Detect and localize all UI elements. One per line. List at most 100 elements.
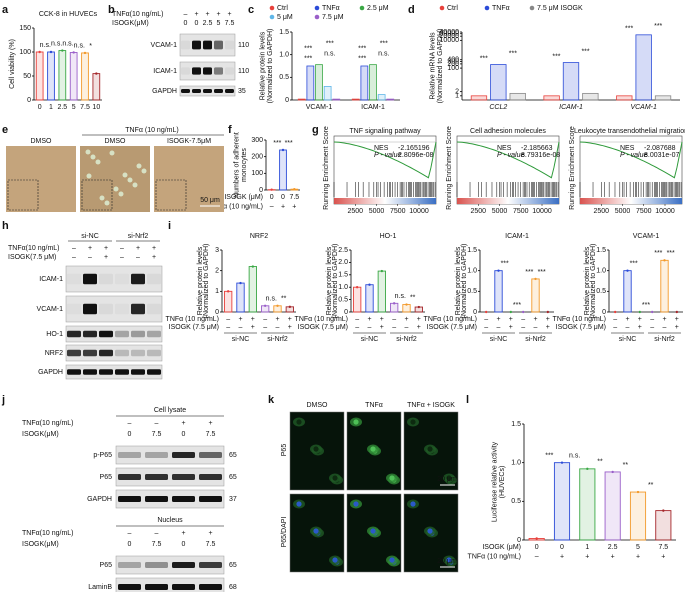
bar	[47, 51, 55, 101]
blot-band	[115, 369, 129, 375]
row-label: ISOGK(μM)	[22, 431, 59, 438]
row-cell: –	[613, 324, 617, 331]
bar-color	[293, 187, 296, 191]
size-label: 65	[229, 474, 237, 481]
legend-label: 5 μM	[277, 14, 293, 21]
row-cell: 0	[270, 194, 274, 201]
bar-color	[288, 305, 292, 309]
bar	[616, 95, 633, 101]
row-label: TNFα (10 ng/mL)	[166, 316, 219, 323]
blot-band	[67, 330, 81, 338]
y-tick-label: 1.0	[596, 268, 606, 275]
blot-band	[199, 452, 222, 458]
blot-band	[118, 452, 141, 458]
p-value: 8.0031e-07	[644, 152, 680, 159]
x-tick-label: 10	[92, 104, 100, 111]
bar-color	[535, 537, 538, 540]
blot-band	[225, 40, 234, 50]
blot-band	[214, 89, 223, 93]
annotation: ***	[501, 261, 509, 268]
row-cell: –	[663, 324, 667, 331]
section-title: Cell lysate	[154, 407, 186, 414]
row-cell: –	[226, 324, 230, 331]
bar-color	[38, 50, 41, 54]
x-tick-label: 7500	[636, 208, 652, 215]
panel-letter: g	[312, 124, 319, 136]
blot-band	[203, 89, 212, 93]
row-cell: –	[72, 254, 76, 261]
nes-value: -2.165196	[398, 145, 430, 152]
scale-label: 20 μm	[437, 476, 457, 483]
y-tick-label: 150	[19, 25, 31, 32]
band-label: P65	[100, 562, 113, 569]
bar-color	[560, 461, 564, 464]
blot-band	[172, 452, 195, 458]
cell	[95, 159, 101, 165]
x-tick-label: 5000	[615, 208, 631, 215]
row-cell: –	[534, 324, 538, 331]
blot-band	[67, 274, 81, 284]
blot	[65, 344, 163, 362]
y-axis-label: monocytes	[241, 148, 248, 182]
panel-letter: a	[2, 4, 9, 16]
blot	[115, 555, 225, 575]
y-tick-label: 2.0	[338, 259, 348, 266]
y-tick-label: 0.5	[338, 296, 348, 303]
row-cell: +	[88, 245, 92, 252]
blot-band	[67, 304, 81, 314]
cell	[90, 154, 96, 160]
y-tick-label: 10000	[440, 37, 460, 44]
band-label: ICAM-1	[153, 68, 177, 75]
legend-label: 7.5 μM ISOGK	[537, 5, 583, 12]
bar	[35, 51, 44, 101]
row-label: TNFα (10 ng/mL)	[210, 203, 263, 210]
x-tick-label: 5000	[492, 208, 508, 215]
bar-color	[509, 310, 513, 314]
cell	[132, 182, 138, 188]
row-cell: –	[226, 316, 230, 323]
x-tick-label: 7.5	[80, 104, 90, 111]
band-label: HO-1	[46, 331, 63, 338]
band-label: VCAM-1	[151, 42, 178, 49]
bar-color	[636, 490, 640, 494]
row-label: P65/DAPI	[281, 517, 288, 548]
blot-band	[214, 40, 223, 50]
bar-color	[355, 286, 359, 289]
y-axis-label: (Normalized to GAPDH)	[590, 244, 597, 319]
row-label: ISOGK (7.5 μM)	[427, 324, 477, 331]
group-label: si-NC	[232, 336, 250, 343]
y-axis-label: Cell viability (%)	[9, 39, 16, 89]
blot-band	[145, 452, 168, 458]
bar	[92, 73, 101, 101]
column-label: DMSO	[307, 402, 329, 409]
y-tick-label: 1.5	[596, 247, 606, 254]
blot-band	[181, 67, 190, 75]
group-label: si-Nrf2	[654, 336, 675, 343]
row-cell: 7.5	[152, 431, 162, 438]
band-label: GAPDH	[38, 369, 63, 376]
bar-color	[611, 470, 614, 474]
image-label: DMSO	[31, 138, 53, 145]
blot-band	[145, 562, 168, 568]
x-tick-label: VCAM-1	[306, 104, 333, 111]
row-cell: +	[288, 316, 292, 323]
blot-band	[192, 40, 201, 50]
row-cell: 0	[560, 544, 564, 551]
row-cell: –	[497, 324, 501, 331]
y-tick-label: 1.0	[338, 284, 348, 291]
row-cell: +	[181, 420, 185, 427]
row-cell: +	[227, 11, 231, 18]
row-cell: 0	[182, 541, 186, 548]
row-cell: –	[263, 324, 267, 331]
row-cell: +	[152, 254, 156, 261]
group-label: si-Nrf2	[267, 336, 288, 343]
blot-band	[131, 349, 145, 357]
row-cell: +	[238, 316, 242, 323]
annotation: n.s.	[324, 50, 335, 57]
panel-letter: j	[1, 394, 5, 406]
row-cell: 5	[217, 20, 221, 27]
row-cell: +	[662, 316, 666, 323]
row-cell: –	[128, 420, 132, 427]
row-cell: +	[533, 316, 537, 323]
